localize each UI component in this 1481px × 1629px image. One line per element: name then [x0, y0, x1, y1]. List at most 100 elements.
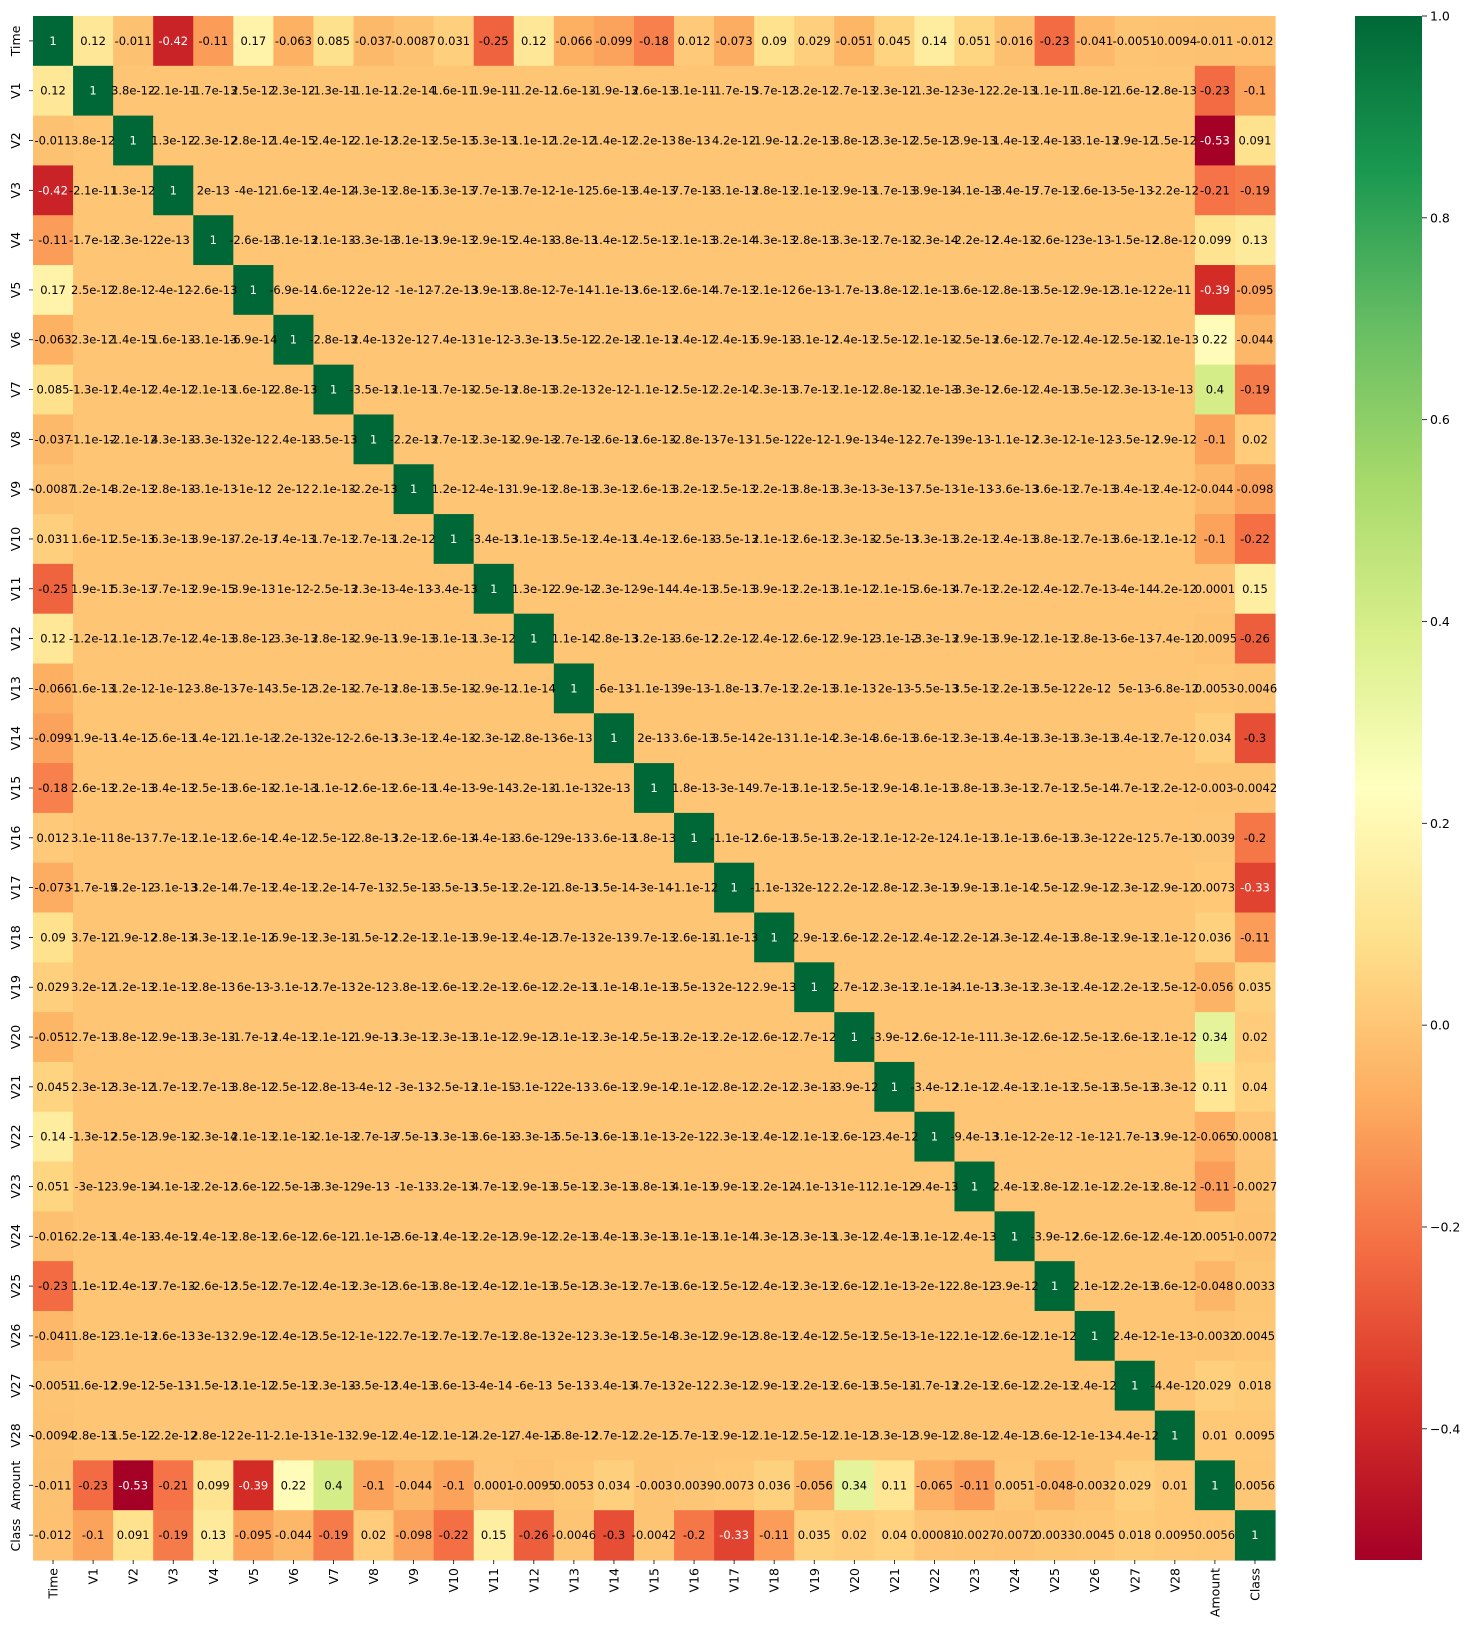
heatmap-cell	[834, 514, 875, 565]
heatmap-cell	[1034, 912, 1076, 963]
heatmap-cell	[473, 1410, 515, 1461]
heatmap-cell	[233, 514, 274, 565]
heatmap-cell	[433, 713, 475, 764]
heatmap-cell	[714, 1211, 755, 1262]
heatmap-cell	[593, 414, 635, 465]
heatmap-cell	[1114, 215, 1156, 266]
heatmap-cell-value: 1.7e-13	[872, 183, 916, 197]
heatmap-cell-value: 1.5e-12	[1153, 134, 1197, 148]
heatmap-cell	[1034, 16, 1076, 67]
heatmap-cell	[113, 1012, 154, 1063]
heatmap-cell	[113, 1161, 154, 1212]
heatmap-cell-value: 0.085	[317, 34, 350, 48]
heatmap-cell	[633, 1310, 675, 1362]
heatmap-cell-value: 2.2e-13	[552, 1229, 596, 1243]
heatmap-cell-value: 3.6e-13	[592, 1130, 636, 1144]
heatmap-cell	[313, 265, 355, 316]
heatmap-cell	[1034, 464, 1076, 515]
heatmap-cell	[754, 215, 795, 266]
heatmap-cell	[1074, 115, 1116, 167]
heatmap-cell-value: 3.5e-13	[432, 681, 476, 695]
heatmap-cell-value: 2.2e-12	[872, 930, 916, 944]
heatmap-cell	[393, 862, 435, 914]
heatmap-cell	[994, 763, 1036, 814]
heatmap-cell	[1154, 65, 1196, 117]
heatmap-cell-value: -0.11	[960, 1478, 990, 1492]
heatmap-cell	[193, 514, 234, 565]
heatmap-cell	[633, 165, 675, 216]
heatmap-cell	[433, 912, 475, 963]
heatmap-cell	[33, 713, 74, 764]
heatmap-cell	[794, 514, 835, 565]
heatmap-cell-value: 1.3e-12	[832, 1229, 876, 1243]
heatmap-cell	[874, 1111, 916, 1163]
heatmap-cell-value: -3.9e-12	[990, 1279, 1038, 1293]
heatmap-cell	[193, 1111, 234, 1163]
heatmap-cell	[553, 1410, 595, 1461]
heatmap-cell	[393, 1161, 435, 1212]
heatmap-cell	[1074, 1510, 1116, 1561]
heatmap-cell-value: 3.9e-13	[151, 1130, 195, 1144]
heatmap-cell	[1234, 115, 1276, 167]
heatmap-cell	[353, 1460, 395, 1511]
heatmap-cell-value: 2.4e-13	[271, 881, 315, 895]
heatmap-cell	[153, 165, 194, 216]
heatmap-cell	[393, 763, 435, 814]
heatmap-cell	[874, 165, 916, 216]
x-tick-label: Class	[1247, 1568, 1262, 1601]
heatmap-cell-value: -2.8e-13	[309, 333, 357, 347]
heatmap-cell-value: 3.5e-13	[712, 582, 756, 596]
heatmap-cell	[633, 115, 675, 167]
heatmap-cell	[633, 1012, 675, 1063]
heatmap-cell	[914, 812, 956, 864]
heatmap-cell-value: 1	[931, 1130, 938, 1144]
heatmap-cell	[273, 364, 315, 416]
heatmap-cell-value: 2.4e-12	[311, 134, 355, 148]
heatmap-cell-value: 0.0095	[1155, 1528, 1195, 1542]
heatmap-cell	[674, 1510, 715, 1561]
heatmap-cell	[1034, 215, 1076, 266]
heatmap-cell	[33, 1410, 74, 1461]
heatmap-cell-value: -4.1e-13	[950, 183, 998, 197]
heatmap-cell	[1154, 812, 1196, 864]
heatmap-cell-value: 2.4e-13	[432, 731, 476, 745]
heatmap-cell	[273, 663, 315, 714]
heatmap-cell-value: -0.11	[198, 34, 228, 48]
heatmap-cell-value: 2.6e-14	[672, 283, 716, 297]
heatmap-cell	[193, 215, 234, 266]
heatmap-cell	[433, 364, 475, 416]
y-tick-label: V18	[8, 925, 23, 950]
heatmap-cell	[73, 215, 114, 266]
heatmap-cell-value: 3.4e-13	[1113, 482, 1157, 496]
heatmap-cell	[553, 464, 595, 515]
heatmap-cell-value: 2.1e-12	[1073, 1179, 1117, 1193]
heatmap-cell	[353, 514, 395, 565]
heatmap-cell-value: 4.7e-13	[231, 881, 275, 895]
heatmap-cell	[393, 16, 435, 67]
heatmap-cell-value: 2.4e-13	[271, 1030, 315, 1044]
heatmap-cell-value: 3.8e-12	[872, 283, 916, 297]
heatmap-cell	[1114, 265, 1156, 316]
heatmap-cell	[834, 464, 875, 515]
heatmap-cell	[433, 414, 475, 465]
heatmap-cell	[593, 514, 635, 565]
heatmap-cell	[193, 165, 234, 216]
heatmap-cell	[914, 414, 956, 465]
heatmap-cell	[954, 364, 996, 416]
heatmap-cell-value: -0.037	[355, 34, 392, 48]
heatmap-cell	[714, 514, 755, 565]
heatmap-cell	[1074, 65, 1116, 117]
heatmap-cell	[473, 1460, 515, 1511]
heatmap-cell-value: -2.6e-13	[349, 731, 397, 745]
heatmap-cell	[233, 1410, 274, 1461]
heatmap-cell	[113, 1061, 154, 1113]
heatmap-cell-value: 2.8e-13	[191, 980, 235, 994]
heatmap-cell	[473, 1111, 515, 1163]
heatmap-cell	[1114, 1310, 1156, 1362]
heatmap-cell-value: 2.5e-13	[1113, 333, 1157, 347]
heatmap-cell-value: 2.6e-12	[792, 632, 836, 646]
heatmap-cell	[874, 563, 916, 615]
heatmap-cell	[513, 563, 555, 615]
heatmap-cell	[714, 613, 755, 665]
heatmap-cell-value: -0.0094	[1153, 34, 1197, 48]
